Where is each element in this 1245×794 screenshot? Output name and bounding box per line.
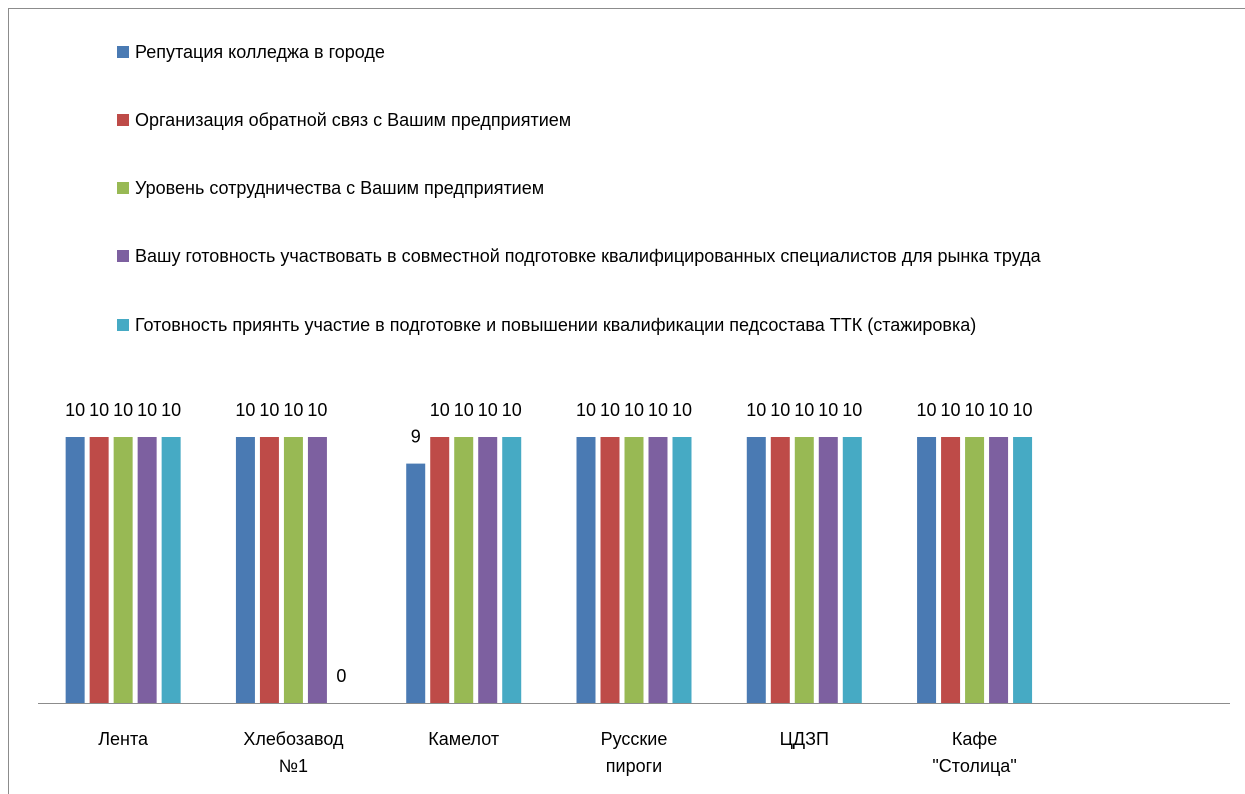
data-label: 10 [454,400,474,420]
data-label: 10 [746,400,766,420]
data-label: 10 [137,400,157,420]
data-label: 10 [113,400,133,420]
bar [794,437,814,703]
x-tick-label: Камелот [428,729,500,749]
bar [965,437,985,703]
bar [624,437,644,703]
data-label: 10 [770,400,790,420]
legend-item: Уровень сотрудничества с Вашим предприят… [117,175,1167,202]
bar [576,437,596,703]
bar [818,437,838,703]
bar [770,437,790,703]
bar [65,437,85,703]
data-label: 10 [965,400,985,420]
bar [406,463,426,703]
legend-item: Вашу готовность участвовать в совместной… [117,243,1167,270]
data-label: 10 [989,400,1009,420]
legend-swatch [117,114,129,126]
data-label: 10 [672,400,692,420]
legend-swatch [117,46,129,58]
bar [430,437,450,703]
x-tick-label: Лента [98,729,149,749]
data-label: 10 [502,400,522,420]
bar [89,437,109,703]
x-tick-label: Русские пироги [600,729,668,776]
data-label: 10 [576,400,596,420]
legend-label: Организация обратной связ с Вашим предпр… [135,110,572,130]
bar [941,437,961,703]
bar [648,437,668,703]
x-tick-label: Хлебозавод №1 [243,729,344,776]
legend-label: Уровень сотрудничества с Вашим предприят… [135,178,545,198]
data-label: 10 [917,400,937,420]
data-label: 0 [336,666,346,686]
bar [113,437,133,703]
bar [917,437,937,703]
data-label: 10 [794,400,814,420]
data-label: 10 [941,400,961,420]
legend-swatch [117,182,129,194]
bar [502,437,522,703]
data-label: 10 [1013,400,1033,420]
bar [478,437,498,703]
legend-swatch [117,319,129,331]
data-label: 10 [65,400,85,420]
data-label: 10 [307,400,327,420]
bar [307,437,327,703]
data-label: 10 [842,400,862,420]
legend-label: Репутация колледжа в городе [135,42,385,62]
legend-item: Готовность приянть участие в подготовке … [117,312,1167,339]
x-tick-label: Кафе "Столица" [932,729,1017,776]
bar [137,437,157,703]
bar [259,437,279,703]
data-label: 10 [89,400,109,420]
legend-item: Репутация колледжа в городе [117,39,1167,66]
legend-swatch [117,250,129,262]
bar [235,437,255,703]
data-label: 10 [478,400,498,420]
data-label: 10 [818,400,838,420]
bar [746,437,766,703]
data-label: 9 [411,426,421,446]
bar [600,437,620,703]
bar [454,437,474,703]
data-label: 10 [430,400,450,420]
x-tick-label: ЦДЗП [779,729,829,749]
data-label: 10 [161,400,181,420]
data-label: 10 [283,400,303,420]
bar [1013,437,1033,703]
bar [989,437,1009,703]
data-label: 10 [648,400,668,420]
bar [161,437,181,703]
bar [672,437,692,703]
bar [842,437,862,703]
data-label: 10 [259,400,279,420]
data-label: 10 [235,400,255,420]
legend-item: Организация обратной связ с Вашим предпр… [117,107,1167,134]
legend-label: Вашу готовность участвовать в совместной… [135,246,1041,266]
legend-label: Готовность приянть участие в подготовке … [135,315,977,335]
data-label: 10 [624,400,644,420]
bar [283,437,303,703]
data-label: 10 [600,400,620,420]
